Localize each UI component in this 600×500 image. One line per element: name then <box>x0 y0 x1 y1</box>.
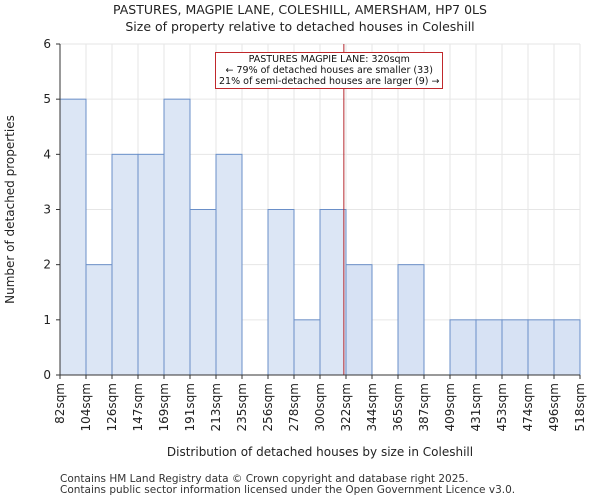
histogram-bar <box>319 209 347 376</box>
bars <box>59 98 581 376</box>
x-tick-label: 191sqm <box>183 383 197 431</box>
annotation-line-1: PASTURES MAGPIE LANE: 320sqm <box>248 54 410 65</box>
histogram-bar <box>111 153 139 376</box>
histogram-bar <box>449 319 477 376</box>
x-tick-label: 474sqm <box>521 383 535 431</box>
histogram-bar <box>59 98 87 376</box>
y-tick-label: 2 <box>43 258 51 272</box>
y-tick-label: 5 <box>43 92 51 106</box>
histogram-bar <box>527 319 555 376</box>
y-tick-label: 0 <box>43 368 51 382</box>
histogram-bar <box>163 98 191 376</box>
x-tick-label: 300sqm <box>313 383 327 431</box>
x-tick-label: 365sqm <box>391 383 405 431</box>
histogram-bar <box>85 264 113 376</box>
annotation-box: PASTURES MAGPIE LANE: 320sqm ← 79% of de… <box>215 52 444 89</box>
x-tick-label: 126sqm <box>105 383 119 431</box>
histogram-bar <box>475 319 503 376</box>
annotation-line-3: 21% of semi-detached houses are larger (… <box>219 76 440 87</box>
axis-labels: 0 1 2 3 4 5 6 82sqm 104sqm 126sqm 147sqm 169sqm 191s… <box>3 37 587 459</box>
x-tick-label: 344sqm <box>365 383 379 431</box>
histogram-bar <box>137 153 165 376</box>
x-tick-label: 453sqm <box>495 383 509 431</box>
y-axis-title: Number of detached properties <box>3 115 17 304</box>
x-axis-title: Distribution of detached houses by size … <box>167 445 473 459</box>
x-tick-label: 213sqm <box>209 383 223 431</box>
histogram-bar <box>267 209 295 376</box>
x-tick-label: 322sqm <box>339 383 353 431</box>
x-tick-label: 169sqm <box>157 383 171 431</box>
y-tick-label: 3 <box>43 203 51 217</box>
chart-title: PASTURES, MAGPIE LANE, COLESHILL, AMERSH… <box>113 2 487 17</box>
histogram-bar <box>345 264 373 376</box>
x-tick-label: 235sqm <box>235 383 249 431</box>
x-tick-label: 278sqm <box>287 383 301 431</box>
annotation-line-2: ← 79% of detached houses are smaller (33… <box>225 65 433 76</box>
histogram-bar <box>215 153 243 376</box>
x-tick-label: 147sqm <box>131 383 145 431</box>
y-tick-label: 6 <box>43 37 51 51</box>
y-tick-label: 4 <box>43 147 51 161</box>
histogram-chart: 0 1 2 3 4 5 6 82sqm 104sqm 126sqm 147sqm 169sqm 191s… <box>3 37 587 459</box>
x-tick-label: 431sqm <box>469 383 483 431</box>
x-tick-label: 104sqm <box>79 383 93 431</box>
x-tick-label: 518sqm <box>573 383 587 431</box>
histogram-bar <box>293 319 321 376</box>
axes <box>56 43 581 379</box>
x-tick-label: 387sqm <box>417 383 431 431</box>
y-tick-label: 1 <box>43 313 51 327</box>
histogram-bar <box>189 209 217 376</box>
footer-licence: Contains public sector information licen… <box>60 484 516 496</box>
x-tick-label: 496sqm <box>547 383 561 431</box>
x-tick-label: 256sqm <box>261 383 275 431</box>
footer-copyright: Contains HM Land Registry data © Crown c… <box>60 473 469 485</box>
histogram-bar <box>397 264 425 376</box>
histogram-bar <box>501 319 529 376</box>
x-tick-label: 409sqm <box>443 383 457 431</box>
x-tick-label: 82sqm <box>53 383 67 424</box>
histogram-bar <box>553 319 581 376</box>
chart-subtitle: Size of property relative to detached ho… <box>125 19 475 34</box>
